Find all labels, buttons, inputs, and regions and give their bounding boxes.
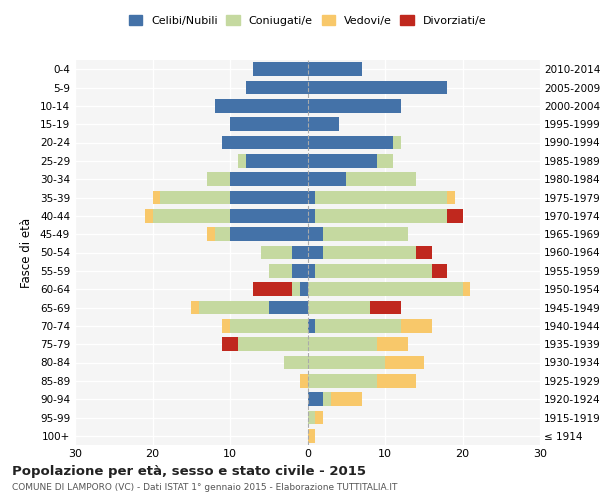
Bar	[230, 172, 308, 186]
Bar	[346, 172, 416, 186]
Bar	[308, 264, 315, 278]
Bar	[308, 282, 463, 296]
Bar	[300, 282, 308, 296]
Bar	[308, 300, 370, 314]
Bar	[300, 374, 308, 388]
Bar	[207, 228, 215, 241]
Bar	[308, 356, 385, 370]
Bar	[230, 118, 308, 131]
Bar	[463, 282, 470, 296]
Bar	[308, 246, 323, 260]
Bar	[230, 319, 308, 332]
Bar	[253, 282, 292, 296]
Bar	[308, 429, 315, 442]
Bar	[308, 392, 323, 406]
Bar	[308, 154, 377, 168]
Bar	[308, 410, 315, 424]
Bar	[222, 319, 230, 332]
Bar	[308, 338, 377, 351]
Bar	[308, 209, 315, 222]
Text: Popolazione per età, sesso e stato civile - 2015: Popolazione per età, sesso e stato civil…	[12, 465, 366, 478]
Bar	[401, 319, 431, 332]
Bar	[238, 338, 308, 351]
Bar	[308, 172, 346, 186]
Bar	[199, 300, 269, 314]
Bar	[323, 246, 416, 260]
Bar	[191, 300, 199, 314]
Bar	[230, 209, 308, 222]
Bar	[315, 410, 323, 424]
Bar	[261, 246, 292, 260]
Bar	[447, 190, 455, 204]
Bar	[152, 190, 160, 204]
Bar	[308, 118, 338, 131]
Bar	[230, 190, 308, 204]
Bar	[145, 209, 152, 222]
Bar	[308, 136, 393, 149]
Bar	[253, 62, 308, 76]
Bar	[230, 228, 308, 241]
Bar	[207, 172, 230, 186]
Text: COMUNE DI LAMPORO (VC) - Dati ISTAT 1° gennaio 2015 - Elaborazione TUTTITALIA.IT: COMUNE DI LAMPORO (VC) - Dati ISTAT 1° g…	[12, 482, 397, 492]
Bar	[377, 338, 408, 351]
Bar	[292, 246, 308, 260]
Bar	[160, 190, 230, 204]
Bar	[370, 300, 401, 314]
Bar	[315, 190, 447, 204]
Bar	[323, 228, 408, 241]
Bar	[269, 300, 308, 314]
Bar	[315, 209, 447, 222]
Bar	[284, 356, 308, 370]
Y-axis label: Fasce di età: Fasce di età	[20, 218, 33, 288]
Bar	[215, 99, 308, 112]
Bar	[308, 374, 377, 388]
Bar	[385, 356, 424, 370]
Bar	[431, 264, 447, 278]
Bar	[222, 136, 308, 149]
Bar	[308, 319, 315, 332]
Bar	[308, 80, 447, 94]
Bar	[245, 154, 308, 168]
Bar	[245, 80, 308, 94]
Bar	[323, 392, 331, 406]
Bar	[315, 319, 401, 332]
Bar	[152, 209, 230, 222]
Bar	[416, 246, 431, 260]
Bar	[331, 392, 362, 406]
Legend: Celibi/Nubili, Coniugati/e, Vedovi/e, Divorziati/e: Celibi/Nubili, Coniugati/e, Vedovi/e, Di…	[125, 12, 490, 29]
Bar	[308, 190, 315, 204]
Bar	[222, 338, 238, 351]
Bar	[292, 282, 300, 296]
Bar	[377, 154, 393, 168]
Bar	[215, 228, 230, 241]
Bar	[269, 264, 292, 278]
Bar	[315, 264, 431, 278]
Bar	[292, 264, 308, 278]
Bar	[308, 228, 323, 241]
Bar	[238, 154, 245, 168]
Bar	[308, 62, 362, 76]
Bar	[308, 99, 401, 112]
Bar	[393, 136, 401, 149]
Bar	[377, 374, 416, 388]
Bar	[447, 209, 463, 222]
